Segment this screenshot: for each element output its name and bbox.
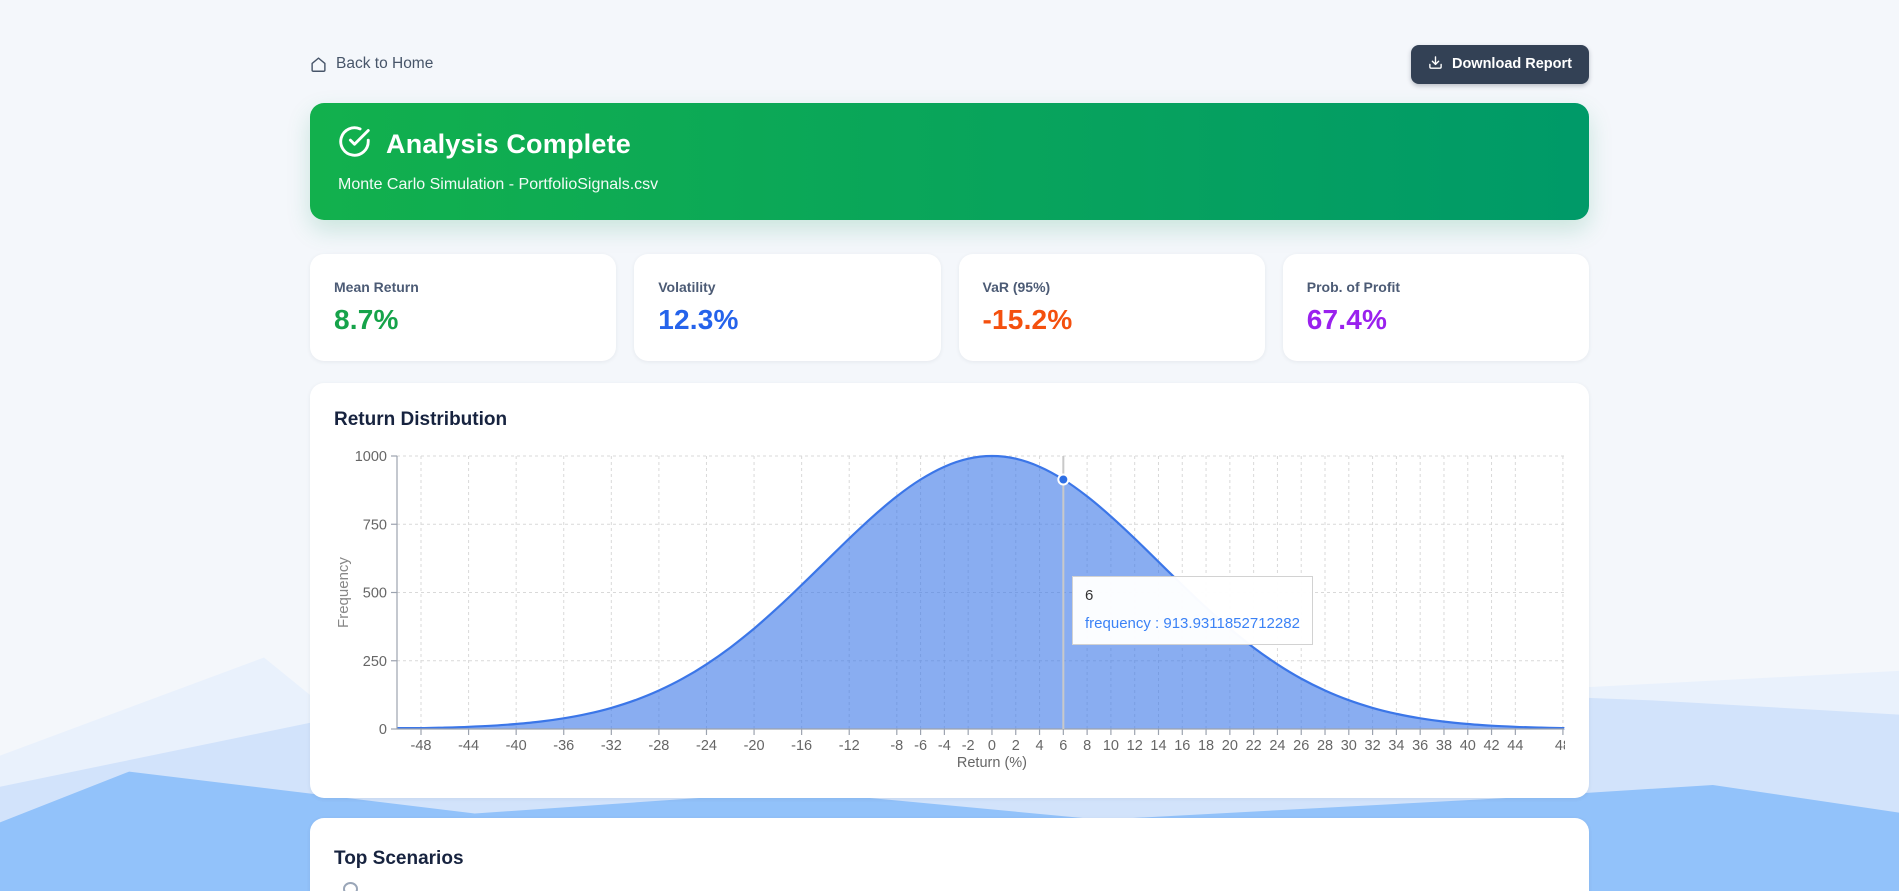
svg-text:-32: -32 bbox=[601, 738, 622, 754]
stat-value: 67.4% bbox=[1306, 304, 1388, 335]
svg-text:-20: -20 bbox=[744, 738, 765, 754]
stat-label: VaR (95%) bbox=[982, 279, 1051, 295]
top-scenarios-title: Top Scenarios bbox=[334, 848, 464, 869]
svg-text:-24: -24 bbox=[696, 738, 717, 754]
svg-text:44: 44 bbox=[1507, 738, 1523, 754]
banner-title: Analysis Complete bbox=[386, 128, 631, 159]
svg-text:0: 0 bbox=[379, 722, 387, 738]
chart-tooltip: 6 frequency : 913.9311852712282 bbox=[1072, 576, 1313, 645]
svg-text:18: 18 bbox=[1198, 738, 1214, 754]
svg-text:250: 250 bbox=[363, 654, 387, 670]
svg-text:30: 30 bbox=[1341, 738, 1357, 754]
analysis-complete-banner: Analysis Complete Monte Carlo Simulation… bbox=[310, 103, 1589, 220]
stat-value: 8.7% bbox=[334, 304, 399, 335]
svg-text:20: 20 bbox=[1222, 738, 1238, 754]
back-to-home-link[interactable]: Back to Home bbox=[310, 55, 433, 73]
stat-label: Mean Return bbox=[334, 279, 419, 295]
svg-text:32: 32 bbox=[1365, 738, 1381, 754]
banner-subtitle: Monte Carlo Simulation - PortfolioSignal… bbox=[338, 176, 659, 193]
download-report-label: Download Report bbox=[1451, 56, 1572, 72]
tooltip-category: 6 bbox=[1085, 587, 1094, 604]
top-scenarios-card: Top Scenarios bbox=[310, 818, 1589, 891]
scenario-medal-icon bbox=[343, 882, 358, 891]
svg-text:48: 48 bbox=[1555, 738, 1565, 754]
svg-text:-16: -16 bbox=[791, 738, 812, 754]
return-distribution-chart[interactable]: 0 250 500 750 1000 -48 -44 -40 -36 -32 -28 -24 -20 -1… bbox=[334, 443, 1565, 775]
svg-text:Return (%): Return (%) bbox=[957, 755, 1027, 771]
svg-text:500: 500 bbox=[363, 586, 387, 602]
svg-text:-36: -36 bbox=[553, 738, 574, 754]
svg-text:1000: 1000 bbox=[355, 449, 387, 465]
stat-value: 12.3% bbox=[658, 304, 739, 335]
svg-text:38: 38 bbox=[1436, 738, 1452, 754]
svg-text:-44: -44 bbox=[458, 738, 479, 754]
stat-card-prob-profit: Prob. of Profit 67.4% bbox=[1282, 254, 1589, 361]
svg-text:22: 22 bbox=[1246, 738, 1262, 754]
return-distribution-card: Return Distribution 0 250 500 750 1000 -48 -44… bbox=[310, 383, 1589, 798]
back-to-home-label: Back to Home bbox=[336, 55, 434, 72]
svg-text:-40: -40 bbox=[506, 738, 527, 754]
stat-label: Volatility bbox=[658, 279, 716, 295]
svg-text:-4: -4 bbox=[938, 738, 951, 754]
check-circle-icon bbox=[338, 125, 371, 163]
stat-card-volatility: Volatility 12.3% bbox=[634, 254, 941, 361]
chart-title: Return Distribution bbox=[334, 409, 508, 430]
page-content: Back to Home Download Report Analysis C bbox=[310, 0, 1589, 891]
svg-text:28: 28 bbox=[1317, 738, 1333, 754]
svg-text:16: 16 bbox=[1174, 738, 1190, 754]
svg-text:12: 12 bbox=[1127, 738, 1143, 754]
svg-text:10: 10 bbox=[1103, 738, 1119, 754]
svg-text:34: 34 bbox=[1388, 738, 1404, 754]
svg-text:26: 26 bbox=[1293, 738, 1309, 754]
stat-value: -15.2% bbox=[982, 304, 1073, 335]
svg-text:14: 14 bbox=[1150, 738, 1166, 754]
svg-text:40: 40 bbox=[1460, 738, 1476, 754]
svg-text:2: 2 bbox=[1012, 738, 1020, 754]
top-bar: Back to Home Download Report bbox=[310, 44, 1589, 84]
stat-card-var: VaR (95%) -15.2% bbox=[958, 254, 1265, 361]
tooltip-value: frequency : 913.9311852712282 bbox=[1085, 615, 1300, 632]
svg-text:-2: -2 bbox=[962, 738, 975, 754]
svg-text:750: 750 bbox=[363, 517, 387, 533]
download-icon bbox=[1428, 55, 1443, 74]
svg-text:42: 42 bbox=[1483, 738, 1499, 754]
svg-text:4: 4 bbox=[1036, 738, 1044, 754]
stats-row: Mean Return 8.7% Volatility 12.3% VaR (9… bbox=[310, 254, 1589, 361]
svg-text:-48: -48 bbox=[411, 738, 432, 754]
svg-text:0: 0 bbox=[988, 738, 996, 754]
svg-text:-6: -6 bbox=[914, 738, 927, 754]
svg-text:-28: -28 bbox=[648, 738, 669, 754]
svg-text:-8: -8 bbox=[890, 738, 903, 754]
svg-text:24: 24 bbox=[1269, 738, 1285, 754]
svg-text:Frequency: Frequency bbox=[335, 557, 352, 628]
svg-text:36: 36 bbox=[1412, 738, 1428, 754]
stat-card-mean-return: Mean Return 8.7% bbox=[310, 254, 617, 361]
svg-text:8: 8 bbox=[1083, 738, 1091, 754]
svg-text:6: 6 bbox=[1059, 738, 1067, 754]
svg-text:-12: -12 bbox=[839, 738, 860, 754]
home-icon bbox=[310, 56, 327, 73]
download-report-button[interactable]: Download Report bbox=[1410, 44, 1589, 84]
stat-label: Prob. of Profit bbox=[1306, 279, 1401, 295]
